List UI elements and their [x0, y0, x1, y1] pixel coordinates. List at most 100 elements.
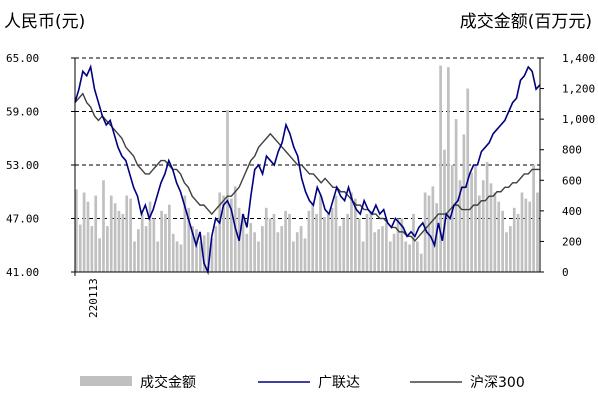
bar [148, 201, 152, 272]
y-axis-left-label: 人民币(元) [4, 12, 85, 32]
bar [144, 226, 148, 272]
bar [191, 226, 194, 272]
bar [264, 207, 268, 272]
bar [458, 180, 462, 272]
bar [311, 203, 315, 272]
bar [276, 232, 280, 272]
bar [454, 119, 458, 272]
bar [284, 210, 287, 272]
bar [307, 210, 311, 272]
bar-series [75, 65, 539, 272]
bar [377, 229, 380, 272]
legend: 成交金额 广联达 沪深300 [80, 374, 525, 391]
bar [326, 213, 330, 272]
bar [338, 226, 342, 272]
bar [330, 207, 334, 272]
bar [478, 195, 481, 272]
bar [509, 226, 512, 272]
bar [199, 241, 202, 272]
bar [249, 223, 253, 272]
y-left-tick-label: 53.00 [6, 159, 39, 172]
bar [195, 229, 198, 272]
y-left-tick-label: 59.00 [6, 106, 39, 119]
bar [443, 149, 446, 272]
bar [447, 67, 450, 272]
bar [75, 189, 78, 272]
bar [152, 218, 156, 272]
bar [342, 218, 346, 272]
bar [323, 216, 326, 272]
bar [470, 172, 473, 272]
bar [299, 226, 303, 272]
bar [385, 223, 388, 272]
y-right-tick-label: 0 [562, 266, 569, 279]
bar [261, 226, 264, 272]
bar [78, 224, 82, 272]
bar [334, 195, 338, 272]
bar [106, 226, 109, 272]
bar [230, 198, 233, 272]
y-right-tick-label: 200 [562, 235, 582, 248]
bar [381, 226, 384, 272]
bar [90, 226, 94, 272]
tick-labels: 65.00 59.00 53.00 47.00 41.00 1,400 1,200 1,000… [6, 52, 595, 318]
y-axis-right-label: 成交金额(百万元) [460, 12, 592, 32]
bar [354, 198, 357, 272]
bar [315, 213, 318, 272]
bar [179, 244, 183, 272]
bar [501, 210, 504, 272]
bar [512, 207, 516, 272]
bar [109, 195, 113, 272]
bar [435, 203, 439, 272]
bar [493, 192, 497, 272]
bar [303, 238, 307, 272]
bar [156, 241, 160, 272]
bar [481, 180, 485, 272]
bar [253, 232, 256, 272]
bar [532, 165, 535, 272]
bar [350, 192, 353, 272]
series-line [74, 92, 540, 242]
bar [82, 192, 86, 272]
bar [524, 198, 528, 272]
axes [71, 57, 544, 276]
y-right-tick-label: 800 [562, 144, 582, 157]
bar [171, 233, 175, 272]
bar [102, 180, 105, 272]
bar [450, 165, 454, 272]
y-left-tick-label: 65.00 [6, 52, 39, 65]
bar [222, 195, 225, 272]
bar [516, 213, 520, 272]
bar [168, 204, 171, 272]
bar [439, 65, 442, 272]
bar [137, 229, 140, 272]
bar [117, 210, 121, 272]
bar [241, 213, 245, 272]
bar [485, 161, 489, 272]
y-right-tick-label: 1,200 [562, 83, 595, 96]
bar [373, 232, 377, 272]
bar [206, 232, 210, 272]
bar [462, 134, 466, 272]
bar [404, 241, 408, 272]
bar [133, 241, 136, 272]
bar [528, 201, 532, 272]
bar [419, 253, 423, 272]
bar [388, 241, 392, 272]
bar [489, 183, 493, 272]
bar [125, 195, 129, 272]
bar [392, 233, 396, 272]
bar [226, 109, 229, 272]
bar [520, 192, 524, 272]
bar [288, 213, 291, 272]
y-right-tick-label: 600 [562, 174, 582, 187]
bar [214, 226, 218, 272]
legend-label: 沪深300 [470, 375, 525, 391]
bar [113, 203, 117, 272]
bar [319, 195, 322, 272]
bar [202, 235, 206, 272]
bar [497, 201, 501, 272]
bar [160, 210, 163, 272]
bar [505, 232, 508, 272]
line-series [74, 64, 541, 276]
